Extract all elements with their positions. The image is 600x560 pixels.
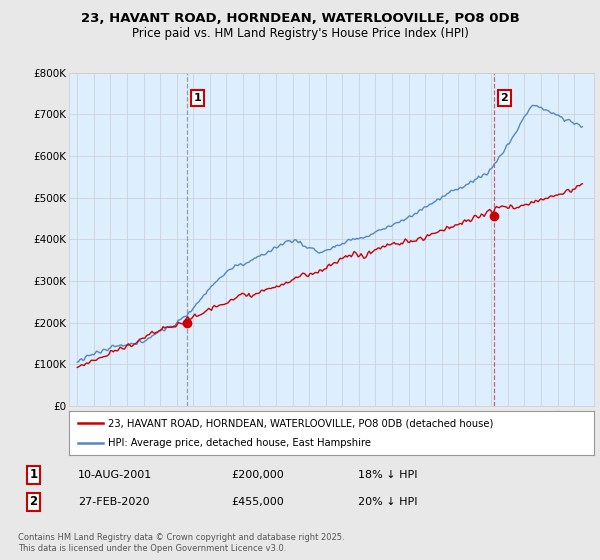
Text: 2: 2 xyxy=(500,93,508,103)
Text: Price paid vs. HM Land Registry's House Price Index (HPI): Price paid vs. HM Land Registry's House … xyxy=(131,27,469,40)
Text: Contains HM Land Registry data © Crown copyright and database right 2025.
This d: Contains HM Land Registry data © Crown c… xyxy=(18,533,344,553)
Text: £200,000: £200,000 xyxy=(231,470,284,480)
Text: 1: 1 xyxy=(29,468,37,481)
Text: 1: 1 xyxy=(194,93,201,103)
Text: 27-FEB-2020: 27-FEB-2020 xyxy=(78,497,150,507)
Text: HPI: Average price, detached house, East Hampshire: HPI: Average price, detached house, East… xyxy=(109,438,371,449)
Text: 10-AUG-2001: 10-AUG-2001 xyxy=(78,470,152,480)
Text: 18% ↓ HPI: 18% ↓ HPI xyxy=(358,470,417,480)
Text: 20% ↓ HPI: 20% ↓ HPI xyxy=(358,497,417,507)
Text: 2: 2 xyxy=(29,496,37,508)
Text: 23, HAVANT ROAD, HORNDEAN, WATERLOOVILLE, PO8 0DB (detached house): 23, HAVANT ROAD, HORNDEAN, WATERLOOVILLE… xyxy=(109,418,494,428)
Text: 23, HAVANT ROAD, HORNDEAN, WATERLOOVILLE, PO8 0DB: 23, HAVANT ROAD, HORNDEAN, WATERLOOVILLE… xyxy=(80,12,520,25)
Text: £455,000: £455,000 xyxy=(231,497,284,507)
